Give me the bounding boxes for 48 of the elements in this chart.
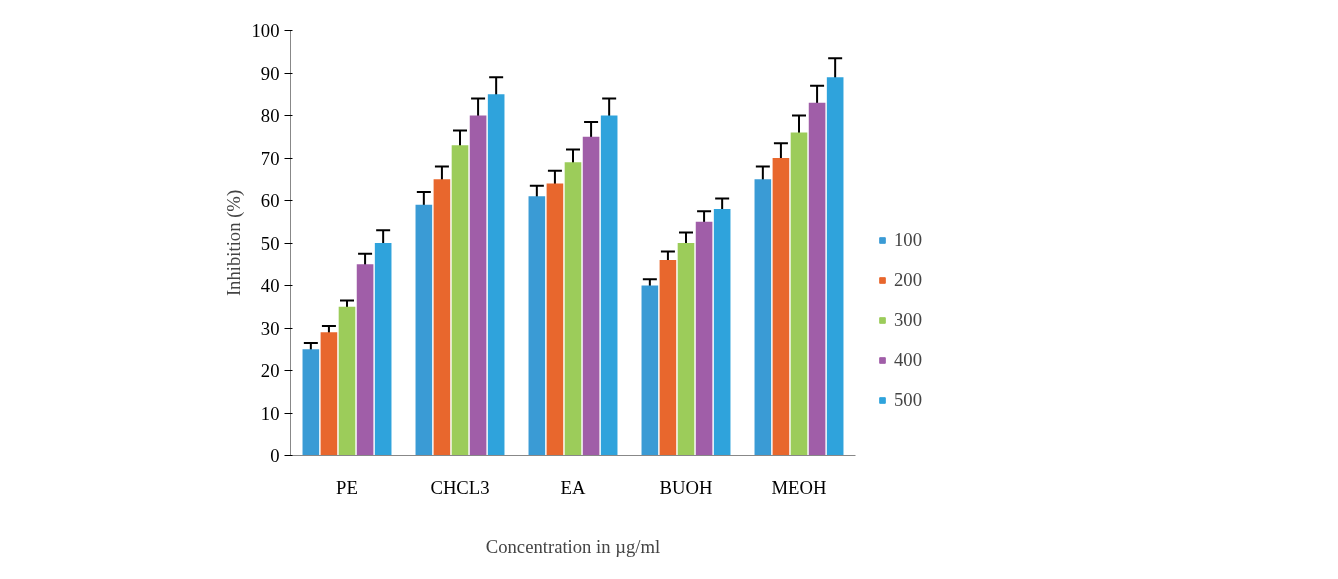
- bar: [600, 115, 618, 456]
- bar: [356, 264, 374, 456]
- y-tick-label: 50: [260, 232, 280, 254]
- bar: [826, 77, 844, 456]
- bar: [582, 136, 600, 456]
- bar: [338, 306, 356, 456]
- bar: [374, 243, 392, 456]
- bar: [677, 243, 695, 456]
- y-tick-label: 90: [260, 62, 280, 84]
- legend-label: 500: [894, 389, 922, 411]
- bar: [754, 179, 772, 456]
- x-tick-label: CHCL3: [430, 476, 490, 498]
- x-axis-title: Concentration in µg/ml: [485, 535, 661, 557]
- x-tick-label: EA: [560, 476, 586, 498]
- bar: [564, 162, 582, 456]
- y-tick-label: 100: [251, 20, 280, 41]
- x-tick-label: BUOH: [659, 476, 713, 498]
- y-axis-title: Inhibition (%): [222, 189, 245, 297]
- y-tick-label: 0: [270, 445, 280, 466]
- legend-label: 100: [894, 229, 922, 251]
- bar: [320, 332, 338, 456]
- bar: [469, 115, 487, 456]
- bar: [713, 209, 731, 456]
- bar: [487, 94, 505, 456]
- bar: [302, 349, 320, 456]
- y-tick-label: 60: [260, 190, 280, 211]
- y-tick-label: 70: [260, 147, 280, 169]
- bar: [772, 158, 790, 456]
- y-tick-label: 10: [260, 402, 280, 424]
- bar: [695, 221, 713, 456]
- bar: [808, 102, 826, 456]
- legend-label: 200: [894, 269, 922, 291]
- x-tick-label: PE: [336, 476, 358, 498]
- y-tick-label: 30: [260, 317, 280, 339]
- bar: [659, 260, 677, 456]
- legend-label: 300: [894, 309, 922, 331]
- y-tick-label: 20: [260, 360, 280, 381]
- bar: [790, 132, 808, 456]
- bar: [641, 285, 659, 456]
- x-tick-label: MEOH: [771, 476, 827, 498]
- bar: [451, 145, 469, 456]
- legend-label: 400: [894, 349, 922, 371]
- bar: [433, 179, 451, 456]
- bar: [415, 204, 433, 456]
- y-tick-label: 80: [260, 105, 280, 126]
- y-tick-label: 40: [260, 275, 280, 296]
- bar: [546, 183, 564, 456]
- bar: [528, 196, 546, 456]
